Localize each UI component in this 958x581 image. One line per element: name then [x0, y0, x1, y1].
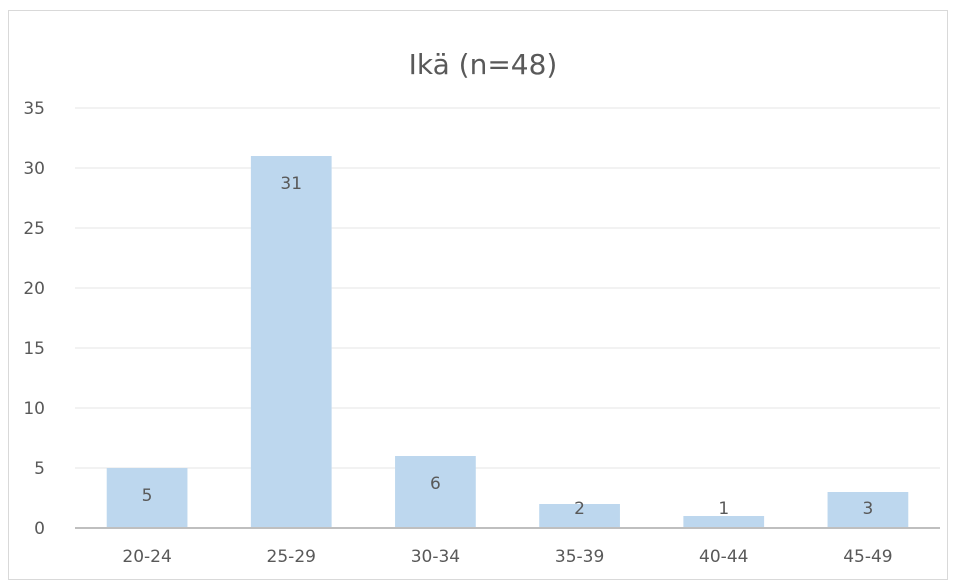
- y-tick-label: 0: [34, 519, 45, 539]
- bar: [106, 468, 188, 528]
- x-tick-label: 25-29: [267, 547, 316, 567]
- x-tick-label: 20-24: [122, 547, 171, 567]
- data-label: 1: [718, 499, 729, 519]
- data-label: 2: [574, 499, 585, 519]
- x-tick-label: 35-39: [555, 547, 604, 567]
- gridlines: [75, 107, 940, 469]
- data-labels: 5 31 6 2 1 3: [142, 174, 874, 519]
- bar: [827, 492, 909, 528]
- bar: [395, 456, 476, 528]
- x-tick-label: 30-34: [411, 547, 460, 567]
- x-tick-label: 40-44: [699, 547, 748, 567]
- y-tick-label: 10: [23, 399, 45, 419]
- y-tick-label: 5: [34, 459, 45, 479]
- data-label: 5: [142, 486, 153, 506]
- x-tick-label: 45-49: [843, 547, 892, 567]
- y-tick-label: 35: [23, 99, 45, 119]
- bar: [683, 516, 765, 528]
- data-label: 6: [430, 474, 441, 494]
- bar: [539, 504, 620, 528]
- bars: [106, 156, 909, 528]
- y-tick-label: 20: [23, 279, 45, 299]
- y-tick-label: 30: [23, 159, 45, 179]
- data-label: 31: [280, 174, 302, 194]
- y-tick-label: 15: [23, 339, 45, 359]
- bar: [250, 156, 332, 528]
- y-tick-label: 25: [23, 219, 45, 239]
- data-label: 3: [863, 499, 874, 519]
- chart-title: Ikä (n=48): [409, 48, 558, 81]
